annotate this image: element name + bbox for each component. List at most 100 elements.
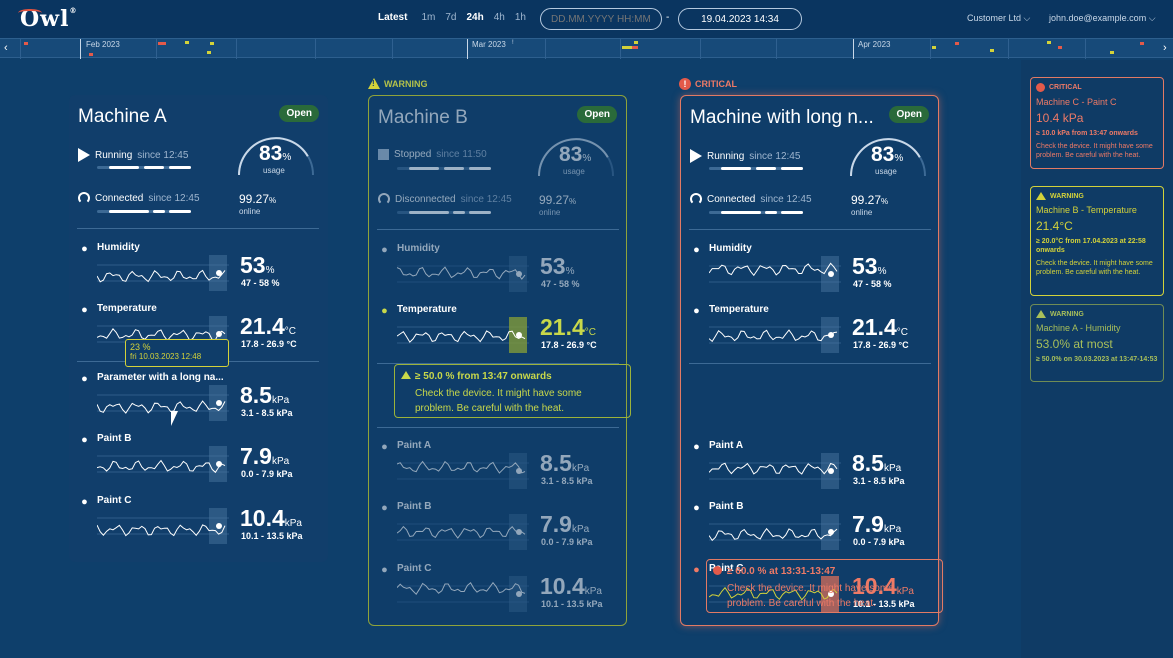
metric-sparkline	[709, 514, 841, 550]
open-button[interactable]: Open	[279, 105, 319, 122]
metric-number: 21.4	[852, 314, 897, 340]
machine-b-warning-label: WARNING	[368, 78, 428, 89]
metric-row[interactable]: ● Paint A 8.5kPa 3.1 - 8.5 kPa	[681, 440, 940, 499]
metric-number: 10.4	[240, 505, 285, 531]
metric-sparkline	[397, 317, 529, 353]
metric-icon: ●	[381, 305, 388, 317]
metric-name: Temperature	[97, 303, 157, 314]
tooltip-value: 23 %	[130, 342, 151, 352]
metric-row[interactable]: ● Paint B 7.9kPa 0.0 - 7.9 kPa	[681, 501, 940, 560]
notification-card[interactable]: CRITICAL Machine C - Paint C 10.4 kPa ≥ …	[1030, 77, 1164, 169]
metric-icon: ●	[81, 496, 88, 508]
metric-number: 53	[240, 252, 266, 278]
connection-state: Disconnected	[395, 193, 456, 205]
metric-unit: kPa	[896, 586, 914, 597]
metric-value: 21.4°C	[852, 314, 908, 341]
metric-name: Paint B	[709, 501, 744, 512]
range-24h[interactable]: 24h	[466, 12, 484, 23]
metric-row[interactable]: ● Humidity 53% 47 - 58 %	[369, 243, 628, 302]
logo[interactable]: Owl®	[18, 6, 77, 32]
metric-icon: ●	[693, 305, 700, 317]
customer-dropdown[interactable]: Customer Ltd ⌵	[967, 13, 1030, 24]
notification-body: Check the device. It might have some pro…	[1036, 260, 1153, 276]
metric-row[interactable]: ● Parameter with a long na... 8.5kPa 3.1 -…	[69, 372, 328, 431]
date-end-input[interactable]: 19.04.2023 14:34	[678, 8, 802, 30]
metric-unit: kPa	[883, 524, 902, 535]
notification-card[interactable]: WARNING Machine A - Humidity 53.0% at mo…	[1030, 304, 1164, 382]
metric-number: 8.5	[540, 450, 572, 476]
metric-name: Temperature	[397, 304, 457, 315]
metric-number: 8.5	[240, 382, 272, 408]
metric-row[interactable]: ● Paint C 10.4kPa 10.1 - 13.5 kPa	[69, 495, 328, 554]
notification-title: Machine C - Paint C	[1036, 97, 1117, 107]
customer-label: Customer Ltd	[967, 13, 1022, 23]
chevron-right-icon[interactable]: ›	[1163, 42, 1167, 54]
date-start-input[interactable]	[540, 8, 662, 30]
notification-level: WARNING	[1050, 192, 1084, 200]
online-number: 99.27	[539, 193, 570, 207]
metric-range: 10.1 - 13.5 kPa	[241, 531, 303, 541]
metric-unit: kPa	[584, 586, 602, 597]
run-since: since 12:45	[749, 150, 801, 162]
metric-row[interactable]: ● Humidity 53% 47 - 58 %	[69, 242, 328, 301]
machine-card-b: Machine B Open Stopped since 11:50 Disconnec…	[368, 95, 631, 626]
notification-body: Check the device. It might have some pro…	[1036, 143, 1153, 159]
notification-sidebar: CRITICAL Machine C - Paint C 10.4 kPa ≥ …	[1021, 60, 1173, 658]
metric-row[interactable]: ● Humidity 53% 47 - 58 %	[681, 243, 940, 302]
notification-card[interactable]: WARNING Machine B - Temperature 21.4°C ≥…	[1030, 186, 1164, 296]
open-button[interactable]: Open	[889, 106, 929, 123]
metric-row[interactable]: ● Paint C 10.4kPa 10.1 - 13.5 kPa	[369, 563, 628, 622]
range-4h[interactable]: 4h	[493, 12, 505, 23]
online-value: 99.27%	[239, 192, 276, 206]
metric-sparkline	[97, 446, 229, 482]
notification-value: 21.4°C	[1036, 219, 1073, 233]
metric-value: 8.5kPa	[852, 450, 901, 477]
metric-row[interactable]: ● Paint C 10.4kPa 10.1 - 13.5 kPa	[681, 563, 940, 622]
metric-unit: kPa	[284, 518, 302, 529]
metric-row[interactable]: ● Temperature 21.4°C 17.8 - 26.9 °C	[681, 304, 940, 363]
metric-row[interactable]: ● Paint B 7.9kPa 0.0 - 7.9 kPa	[369, 501, 628, 560]
metric-name: Humidity	[397, 243, 440, 254]
usage-unit: %	[282, 152, 292, 163]
machine-title: Machine B	[378, 107, 468, 128]
metric-number: 8.5	[852, 450, 884, 476]
metric-unit: kPa	[571, 524, 590, 535]
metric-value: 10.4kPa	[852, 573, 914, 600]
notification-title: Machine B - Temperature	[1036, 205, 1137, 215]
run-state-row: Running since 12:45	[690, 149, 800, 163]
connection-row: Disconnected since 12:45	[378, 193, 512, 205]
metric-name: Paint A	[397, 440, 432, 451]
metric-name: Paint C	[97, 495, 132, 506]
user-dropdown[interactable]: john.doe@example.com ⌵	[1049, 13, 1156, 24]
usage-label: usage	[563, 167, 585, 176]
metric-row[interactable]: ● Paint B 7.9kPa 0.0 - 7.9 kPa	[69, 433, 328, 492]
range-latest[interactable]: Latest	[378, 12, 408, 23]
range-1m[interactable]: 1m	[421, 12, 436, 23]
metric-name: Paint A	[709, 440, 744, 451]
metric-name: Paint B	[397, 501, 432, 512]
online-number: 99.27	[239, 192, 270, 206]
metric-range: 0.0 - 7.9 kPa	[853, 537, 905, 547]
metric-icon: ●	[81, 373, 88, 385]
open-button[interactable]: Open	[577, 106, 617, 123]
metric-range: 10.1 - 13.5 kPa	[541, 599, 603, 609]
alert-body: Check the device. It might have some pro…	[727, 583, 894, 609]
metric-name: Humidity	[97, 242, 140, 253]
machine-card-a: Machine A Open Running since 12:45 Connected…	[69, 95, 328, 562]
metric-number: 7.9	[240, 443, 272, 469]
metric-row[interactable]: ● Paint A 8.5kPa 3.1 - 8.5 kPa	[369, 440, 628, 499]
usage-value: 83%	[259, 142, 291, 166]
alert-title: ≥ 60.0 % at 13:31-13:47	[727, 566, 836, 577]
chevron-left-icon[interactable]: ‹	[4, 42, 8, 54]
range-1h[interactable]: 1h	[514, 12, 526, 23]
range-7d[interactable]: 7d	[445, 12, 457, 23]
metric-name: Temperature	[709, 304, 769, 315]
metric-icon: ●	[81, 243, 88, 255]
connection-state: Connected	[707, 193, 756, 205]
timeline-strip[interactable]: ‹ › Feb 2023 Mar 2023 ! Apr 2023	[0, 38, 1173, 59]
metric-number: 53	[540, 253, 566, 279]
usage-number: 83	[871, 143, 895, 166]
metric-row[interactable]: ● Temperature 21.4°C 17.8 - 26.9 °C	[369, 304, 628, 363]
usage-number: 83	[259, 142, 283, 165]
tooltip-date: fri 10.03.2023 12:48	[130, 352, 202, 361]
